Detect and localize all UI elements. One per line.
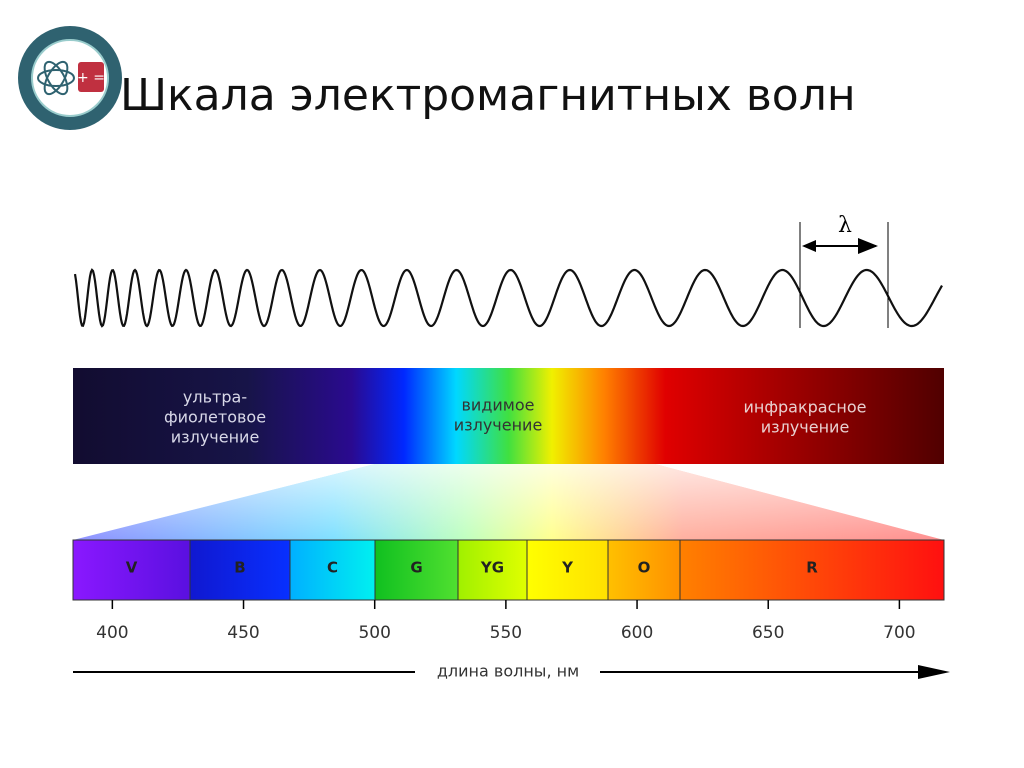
fan-fade	[73, 464, 944, 540]
wave	[73, 268, 943, 328]
axis-label: длина волны, нм	[437, 662, 579, 681]
band-label: O	[638, 559, 651, 577]
bands: V B C G YG Y O R	[72, 539, 945, 601]
tick-label: 500	[358, 623, 390, 643]
scale: 400 450 500 550 600 650 700	[96, 600, 916, 643]
spectrum-label: излучение	[761, 418, 850, 437]
spectrum-label: излучение	[171, 428, 260, 447]
band-label: Y	[561, 559, 574, 577]
band	[679, 539, 945, 601]
spectrum-label: видимое	[462, 396, 535, 415]
logo: + =	[18, 26, 122, 130]
band-label: B	[234, 559, 245, 577]
lambda-label: λ	[838, 213, 852, 238]
band	[72, 539, 191, 601]
band-label: YG	[480, 559, 504, 577]
spectrum-label: инфракрасное	[743, 398, 866, 417]
svg-text:+ =: + =	[77, 70, 105, 86]
spectrum-labels: ультра-фиолетовоеизлучениевидимоеизлучен…	[164, 388, 867, 447]
band	[289, 539, 376, 601]
tick-label: 550	[490, 623, 522, 643]
band-label: C	[327, 559, 338, 577]
title: Шкала электромагнитных волн	[120, 70, 856, 121]
axis-arrow	[918, 665, 950, 679]
band	[526, 539, 609, 601]
wave-line	[73, 268, 943, 328]
band	[189, 539, 291, 601]
band	[457, 539, 528, 601]
tick-label: 600	[621, 623, 653, 643]
band-label: V	[126, 559, 138, 577]
spectrum-bar	[73, 368, 944, 464]
arrow-head	[802, 240, 816, 252]
tick-label: 450	[227, 623, 259, 643]
band-label: R	[806, 559, 818, 577]
tick-label: 650	[752, 623, 784, 643]
tick-label: 400	[96, 623, 128, 643]
tick-label: 700	[883, 623, 915, 643]
spectrum-label: фиолетовое	[164, 408, 266, 427]
band	[607, 539, 681, 601]
spectrum-label: излучение	[454, 416, 543, 435]
spectrum-label: ультра-	[183, 388, 247, 407]
band-label: G	[410, 559, 422, 577]
